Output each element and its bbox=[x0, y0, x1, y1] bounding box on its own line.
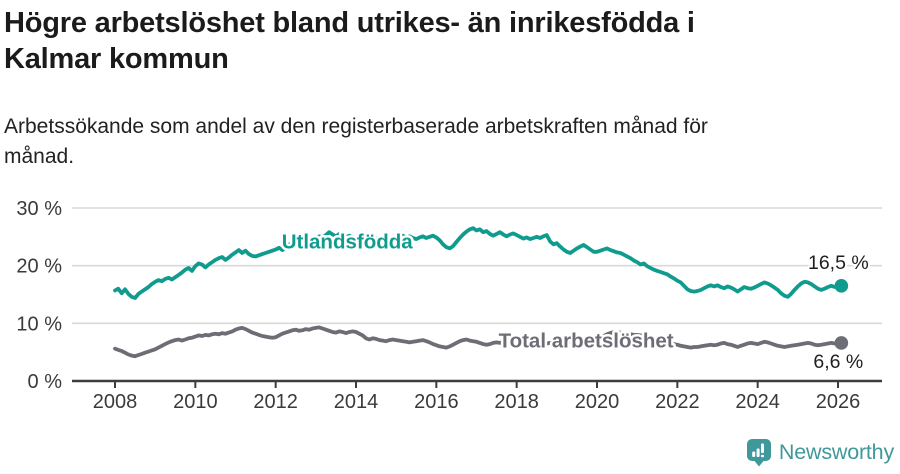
x-axis-label-2018: 2018 bbox=[494, 391, 539, 413]
y-axis-label-20: 20 % bbox=[16, 256, 62, 278]
y-axis-label-0: 0 % bbox=[28, 371, 63, 393]
x-axis-label-2012: 2012 bbox=[253, 391, 298, 413]
chart-title-line2: Kalmar kommun bbox=[4, 43, 229, 75]
end-dot-total bbox=[834, 336, 849, 350]
chart-title: Högre arbetslöshet bland utrikes- än inr… bbox=[4, 5, 864, 77]
chart-subtitle-line2: månad. bbox=[4, 145, 75, 168]
newsworthy-logo[interactable]: Newsworthy bbox=[746, 438, 894, 467]
series-line-utlandsfodda bbox=[113, 226, 844, 300]
chart-canvas: 0 % 10 % 20 % 30 % 2008 2010 2012 2014 2016 2018 2… bbox=[16, 198, 882, 413]
end-value-label-utlandsfodda: 16,5 % bbox=[808, 252, 869, 274]
series-label-total: Total arbetslöshet bbox=[499, 330, 674, 353]
y-axis-label-10: 10 % bbox=[16, 313, 62, 335]
brand-name: Newsworthy bbox=[778, 440, 894, 464]
x-axis-label-2020: 2020 bbox=[575, 391, 620, 413]
x-axis-label-2008: 2008 bbox=[93, 391, 138, 413]
end-value-label-total: 6,6 % bbox=[813, 351, 863, 373]
chart-subtitle-line1: Arbetssökande som andel av den registerb… bbox=[4, 115, 708, 138]
x-axis-label-2024: 2024 bbox=[735, 391, 780, 413]
x-axis-label-2026: 2026 bbox=[816, 391, 861, 413]
end-dot-utlandsfodda bbox=[834, 279, 849, 293]
x-axis-label-2014: 2014 bbox=[334, 391, 379, 413]
x-axis-label-2010: 2010 bbox=[173, 391, 218, 413]
series-label-utlandsfodda: Utlandsfödda bbox=[282, 230, 414, 253]
x-axis-label-2016: 2016 bbox=[414, 391, 459, 413]
series-line-total bbox=[113, 325, 844, 359]
chart-title-line1: Högre arbetslöshet bland utrikes- än inr… bbox=[4, 7, 695, 39]
y-axis-label-30: 30 % bbox=[16, 198, 62, 220]
x-axis-label-2022: 2022 bbox=[655, 391, 700, 413]
chart-subtitle: Arbetssökande som andel av den registerb… bbox=[4, 112, 854, 172]
newsworthy-pin-icon bbox=[746, 439, 771, 467]
